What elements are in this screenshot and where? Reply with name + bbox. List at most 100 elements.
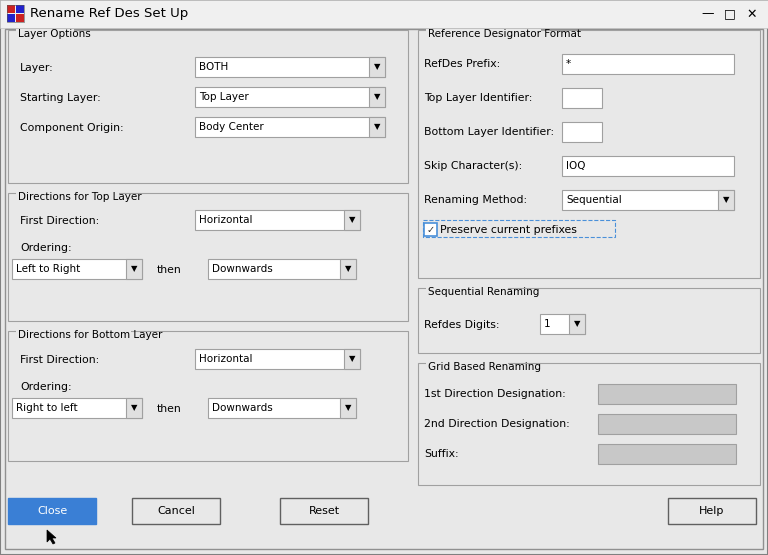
Bar: [598, 384, 736, 404]
Text: ▼: ▼: [574, 320, 581, 329]
Bar: [195, 57, 385, 77]
Text: 1: 1: [544, 319, 551, 329]
Text: Renaming Method:: Renaming Method:: [424, 195, 527, 205]
Bar: [426, 362, 508, 372]
Bar: [208, 398, 356, 418]
Text: Ordering:: Ordering:: [20, 382, 71, 392]
Text: Body Center: Body Center: [199, 122, 263, 132]
Text: Reference Designator Format: Reference Designator Format: [428, 29, 581, 39]
Text: Bottom Layer Identifier:: Bottom Layer Identifier:: [424, 127, 554, 137]
Text: ▼: ▼: [131, 265, 137, 274]
Text: Horizontal: Horizontal: [199, 215, 253, 225]
Bar: [369, 57, 385, 77]
Bar: [208, 259, 356, 279]
Bar: [132, 498, 220, 524]
Bar: [369, 87, 385, 107]
Bar: [126, 259, 142, 279]
Text: Skip Character(s):: Skip Character(s):: [424, 161, 522, 171]
Text: then: then: [157, 404, 182, 414]
Text: Cancel: Cancel: [157, 506, 195, 516]
Text: —: —: [702, 8, 714, 21]
Polygon shape: [47, 530, 56, 544]
Bar: [426, 29, 541, 39]
Text: Suffix:: Suffix:: [424, 449, 458, 459]
Text: Rename Ref Des Set Up: Rename Ref Des Set Up: [30, 8, 188, 21]
Text: Close: Close: [37, 506, 67, 516]
Text: Reset: Reset: [309, 506, 339, 516]
Text: Top Layer: Top Layer: [199, 92, 249, 102]
Text: Help: Help: [700, 506, 725, 516]
Bar: [7, 14, 15, 22]
Text: Layer Options: Layer Options: [18, 29, 91, 39]
Bar: [598, 444, 736, 464]
Text: Sequential: Sequential: [566, 195, 622, 205]
Text: Directions for Bottom Layer: Directions for Bottom Layer: [18, 330, 162, 340]
Text: ▼: ▼: [345, 403, 351, 412]
Bar: [16, 14, 24, 22]
Text: Component Origin:: Component Origin:: [20, 123, 124, 133]
Bar: [540, 314, 585, 334]
Text: RefDes Prefix:: RefDes Prefix:: [424, 59, 500, 69]
Text: □: □: [724, 8, 736, 21]
Bar: [562, 190, 734, 210]
Bar: [16, 192, 119, 202]
Text: ▼: ▼: [374, 93, 380, 102]
Text: Ordering:: Ordering:: [20, 243, 71, 253]
Text: Grid Based Renaming: Grid Based Renaming: [428, 362, 541, 372]
Text: ▼: ▼: [345, 265, 351, 274]
Text: Right to left: Right to left: [16, 403, 78, 413]
Text: ▼: ▼: [374, 123, 380, 132]
Bar: [7, 5, 15, 13]
Text: Horizontal: Horizontal: [199, 354, 253, 364]
Text: Sequential Renaming: Sequential Renaming: [428, 287, 539, 297]
Bar: [344, 210, 360, 230]
Bar: [562, 54, 734, 74]
Text: ▼: ▼: [374, 63, 380, 72]
Text: Directions for Top Layer: Directions for Top Layer: [18, 192, 141, 202]
Bar: [12, 398, 142, 418]
Bar: [0, 0, 768, 28]
Text: ▼: ▼: [723, 195, 730, 204]
Bar: [7, 5, 24, 22]
Text: Layer:: Layer:: [20, 63, 54, 73]
Text: ▼: ▼: [349, 355, 356, 364]
Bar: [8, 498, 96, 524]
Text: ▼: ▼: [131, 403, 137, 412]
Text: *: *: [566, 59, 571, 69]
Bar: [12, 259, 142, 279]
Bar: [369, 117, 385, 137]
Text: Refdes Digits:: Refdes Digits:: [424, 320, 499, 330]
Text: First Direction:: First Direction:: [20, 216, 99, 226]
Text: 1st Direction Designation:: 1st Direction Designation:: [424, 389, 566, 399]
Bar: [195, 117, 385, 137]
Bar: [340, 259, 356, 279]
Text: ✕: ✕: [746, 8, 757, 21]
Bar: [426, 287, 508, 297]
Bar: [340, 398, 356, 418]
Bar: [562, 156, 734, 176]
Text: Left to Right: Left to Right: [16, 264, 80, 274]
Text: ▼: ▼: [349, 215, 356, 225]
Text: 2nd Direction Designation:: 2nd Direction Designation:: [424, 419, 570, 429]
Text: BOTH: BOTH: [199, 62, 228, 72]
Bar: [16, 330, 131, 340]
Bar: [344, 349, 360, 369]
Bar: [126, 398, 142, 418]
Bar: [195, 210, 360, 230]
Bar: [280, 498, 368, 524]
Bar: [195, 349, 360, 369]
Bar: [16, 29, 74, 39]
Text: Starting Layer:: Starting Layer:: [20, 93, 101, 103]
Bar: [424, 223, 437, 236]
Bar: [418, 30, 760, 278]
Bar: [195, 87, 385, 107]
Text: Top Layer Identifier:: Top Layer Identifier:: [424, 93, 532, 103]
Bar: [8, 331, 408, 461]
Bar: [562, 88, 602, 108]
Text: First Direction:: First Direction:: [20, 355, 99, 365]
Bar: [8, 30, 408, 183]
Bar: [718, 190, 734, 210]
Bar: [569, 314, 585, 334]
Text: Downwards: Downwards: [212, 403, 273, 413]
Bar: [668, 498, 756, 524]
